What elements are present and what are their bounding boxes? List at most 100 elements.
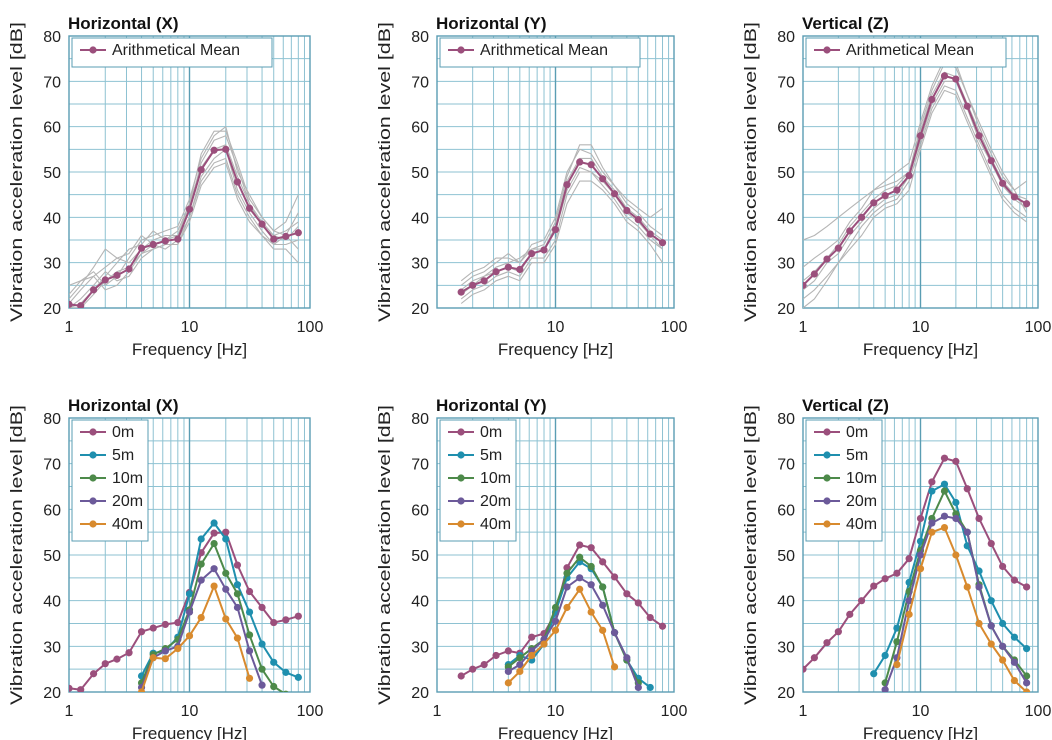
legend-marker [89, 428, 97, 436]
legend-label: Arithmetical Mean [112, 42, 240, 59]
individual-measurement-line [460, 144, 663, 282]
data-point [623, 206, 631, 215]
y-axis-label: Vibration acceleration level [dB] [375, 22, 394, 322]
data-point [916, 514, 925, 523]
x-tick-label: 10 [547, 703, 565, 720]
data-point [952, 514, 960, 523]
data-point [89, 286, 98, 294]
data-point [916, 551, 925, 559]
data-point [258, 681, 266, 689]
data-point [233, 603, 242, 612]
data-point [101, 276, 109, 284]
data-point [282, 232, 290, 240]
data-point [975, 514, 983, 523]
legend-marker [823, 497, 831, 505]
chart-title: Horizontal (Y) [436, 396, 547, 415]
data-point [587, 562, 595, 571]
data-point [551, 626, 560, 634]
legend-label: 20m [480, 493, 511, 510]
x-axis-label: Frequency [Hz] [132, 340, 247, 359]
x-tick-label: 10 [912, 319, 930, 336]
plot-frame [802, 417, 1039, 693]
x-tick-label: 10 [912, 703, 930, 720]
data-point [245, 204, 254, 212]
data-point [987, 597, 995, 605]
data-point [504, 667, 512, 676]
legend: 0m 5m 10m 20m 40m [439, 419, 517, 542]
plot-frame [68, 35, 311, 309]
legend-marker [89, 520, 97, 528]
legend-label: 5m [112, 447, 134, 464]
data-point [999, 179, 1007, 187]
data-point [174, 618, 182, 627]
data-point [846, 610, 854, 618]
legend-label: 20m [846, 493, 877, 510]
series-line [507, 556, 640, 684]
y-tick-label: 20 [777, 301, 795, 318]
legend-box [805, 419, 883, 542]
y-tick-label: 20 [411, 301, 429, 318]
y-tick-label: 30 [777, 256, 795, 273]
legend-label: 0m [480, 424, 502, 441]
data-point [905, 610, 913, 618]
legend-marker [457, 451, 465, 459]
individual-measurement-line [69, 130, 299, 308]
individual-measurement-line [460, 157, 663, 291]
data-point [528, 633, 536, 641]
data-point [928, 478, 936, 486]
data-point [210, 529, 218, 537]
data-point [803, 281, 807, 289]
data-point [975, 619, 983, 628]
y-axis-label: Vibration acceleration level [dB] [375, 405, 394, 705]
individual-measurement-line [460, 171, 663, 300]
data-point [916, 565, 925, 573]
chart-title: Horizontal (X) [68, 396, 179, 415]
y-tick-label: 30 [411, 639, 429, 656]
data-point [599, 601, 607, 609]
plot-frame [436, 35, 675, 309]
y-tick-label: 60 [43, 502, 61, 519]
chart-panel: 20 30 40 50 60 70 80 1 10 100 Vertical (Z) Frequenc… [741, 396, 1051, 740]
data-point [857, 213, 866, 221]
data-point [125, 649, 133, 657]
legend-marker [457, 46, 465, 54]
data-point [834, 244, 842, 252]
data-point [587, 544, 595, 552]
legend-marker [89, 46, 97, 54]
legend-marker [89, 497, 97, 505]
chart-panel: 20 30 40 50 60 70 80 10 100 Horizontal (Y) Frequen… [375, 14, 687, 359]
data-point [576, 541, 584, 549]
data-point [270, 658, 278, 666]
x-tick-label: 10 [547, 319, 565, 336]
data-point [89, 670, 98, 678]
x-axis-label: Frequency [Hz] [498, 340, 613, 359]
legend-label: 40m [846, 516, 877, 533]
data-point [599, 626, 607, 634]
data-point [658, 239, 667, 247]
chart-panel: 20 30 40 50 60 70 80 1 10 100 Horizontal (X) Freque… [7, 396, 323, 740]
y-axis-label: Vibration acceleration level [dB] [7, 22, 26, 322]
series-line [507, 576, 640, 688]
data-point [161, 647, 169, 655]
series-line [507, 588, 616, 684]
data-point [952, 75, 960, 83]
data-point [576, 158, 584, 166]
chart-panel: 20 30 40 50 60 70 80 1 10 100 Horizontal (Y) Freque… [375, 396, 687, 740]
data-point [113, 655, 121, 663]
data-point [197, 535, 205, 543]
data-point [893, 638, 901, 646]
data-point [1023, 672, 1031, 680]
data-point [940, 487, 949, 495]
data-point [563, 583, 571, 591]
data-point [551, 617, 560, 625]
data-point [823, 255, 831, 263]
data-point [563, 603, 571, 612]
y-tick-label: 30 [777, 639, 795, 656]
data-point [881, 575, 889, 583]
legend-marker [457, 497, 465, 505]
data-point [610, 663, 619, 671]
data-point [952, 498, 960, 507]
data-point [803, 665, 807, 673]
data-point [233, 581, 242, 589]
